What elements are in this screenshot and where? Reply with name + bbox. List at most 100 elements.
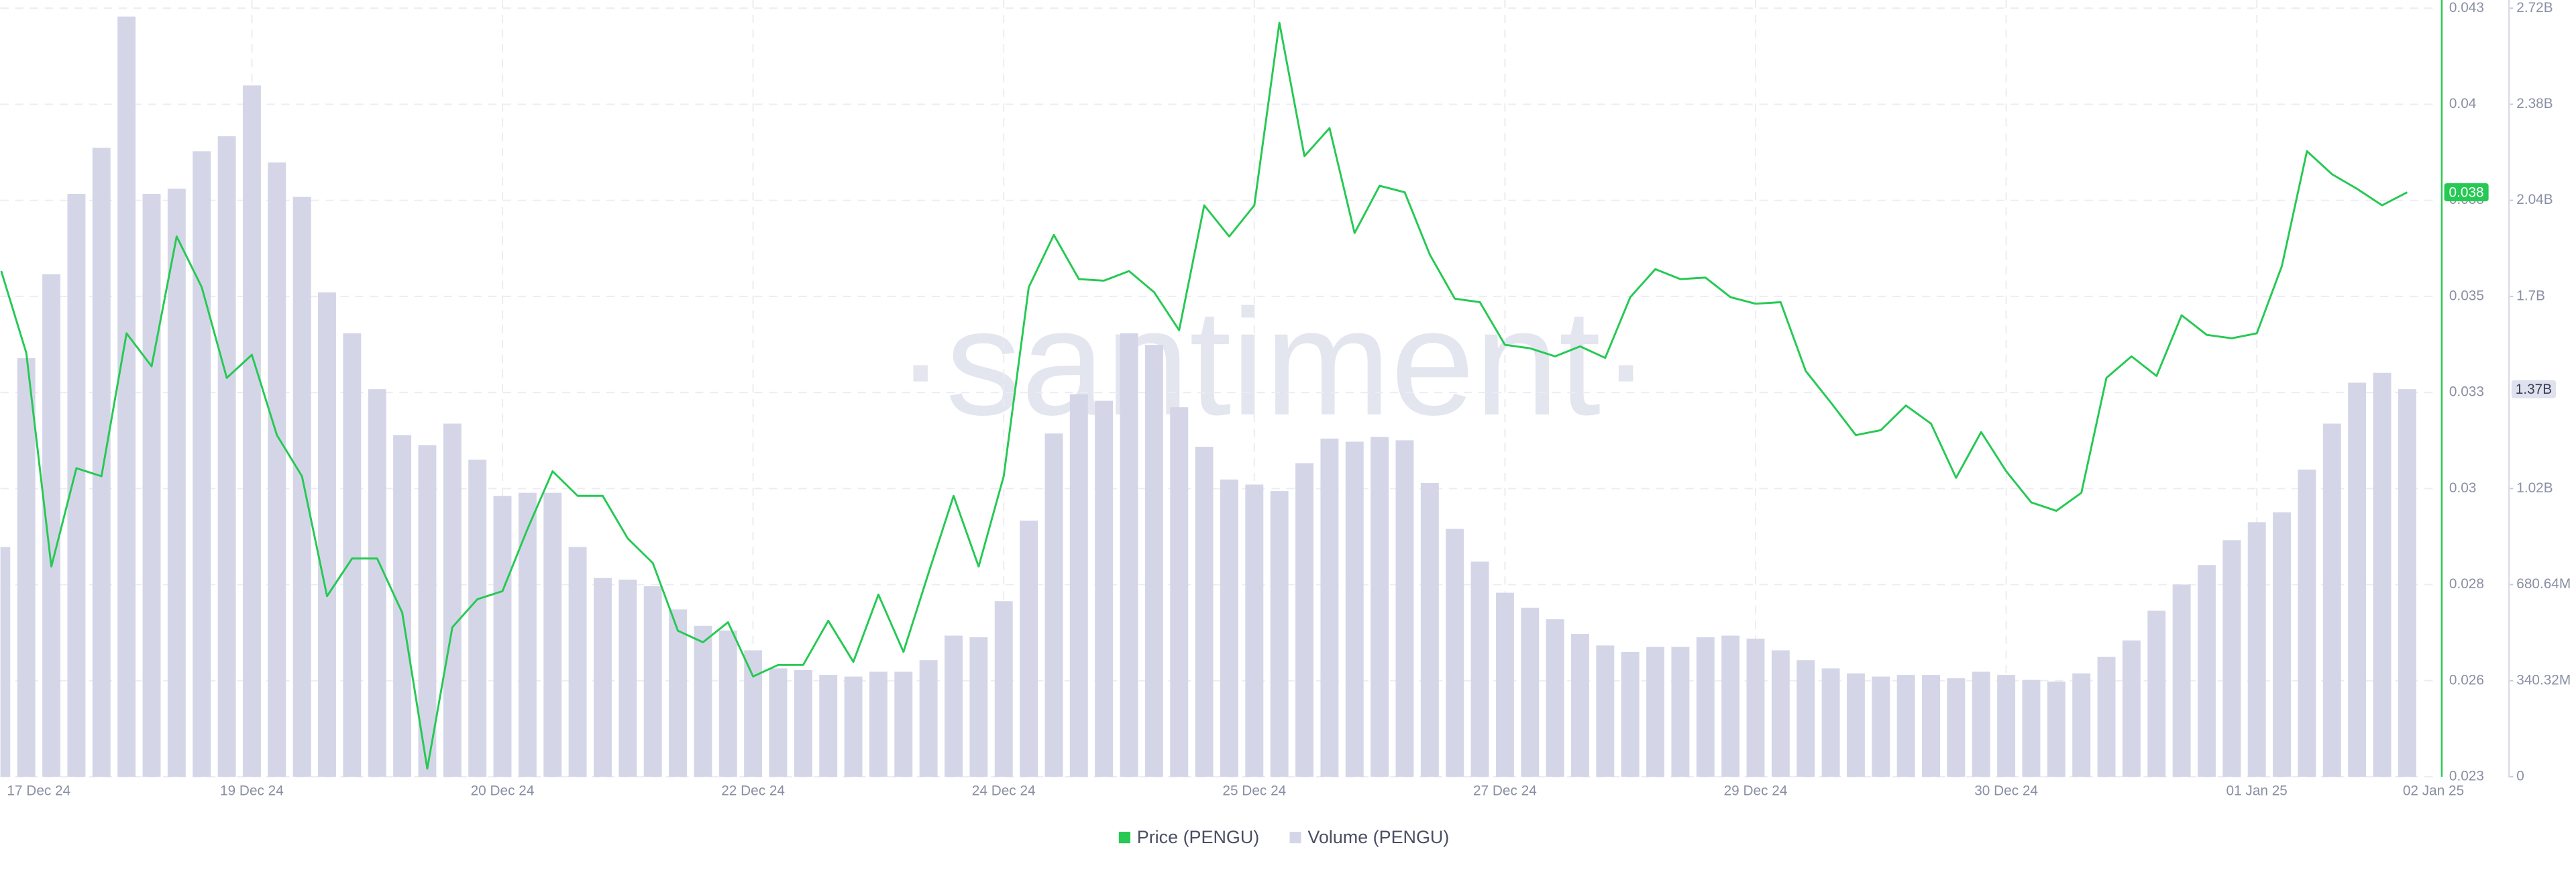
volume-bar — [1144, 345, 1163, 777]
volume-bar — [518, 492, 537, 777]
volume-bar — [1220, 479, 1238, 777]
x-tick-label: 30 Dec 24 — [1974, 783, 2038, 799]
y-tick-label: 0.03 — [2449, 480, 2476, 496]
x-tick-label: 22 Dec 24 — [721, 783, 785, 799]
volume-bar — [1095, 400, 1114, 777]
volume-bar — [2322, 423, 2341, 777]
volume-bar — [167, 188, 186, 777]
watermark: ·santiment· — [896, 278, 1651, 447]
volume-bar — [393, 435, 412, 777]
y2-tick-label: 340.32M — [2516, 672, 2571, 688]
legend-label[interactable]: Price (PENGU) — [1137, 827, 1260, 847]
volume-bar — [769, 668, 788, 777]
volume-bar — [593, 578, 612, 777]
volume-bar — [945, 635, 963, 777]
volume-bar — [0, 547, 11, 777]
volume-bar — [1671, 647, 1690, 777]
volume-bar — [2122, 640, 2141, 777]
volume-bar — [969, 637, 988, 777]
y2-tick-label: 2.04B — [2516, 192, 2553, 207]
volume-bar — [193, 151, 211, 777]
volume-bar — [2097, 657, 2116, 777]
volume-bar — [1069, 394, 1088, 777]
volume-bar — [1896, 675, 1915, 777]
volume-bar — [1195, 447, 1214, 777]
volume-bar — [1395, 440, 1414, 777]
volume-bar — [17, 358, 36, 777]
x-tick-label: 20 Dec 24 — [471, 783, 535, 799]
volume-bar — [2348, 382, 2367, 777]
volume-bar — [1470, 561, 1489, 777]
volume-bar — [2072, 673, 2091, 777]
volume-bar — [292, 197, 311, 777]
y2-tick-label: 0 — [2516, 769, 2524, 784]
volume-bar — [2298, 470, 2316, 777]
y-tick-label: 0.043 — [2449, 0, 2484, 15]
volume-bar — [844, 676, 863, 777]
x-tick-label: 27 Dec 24 — [1473, 783, 1537, 799]
volume-bar — [1270, 491, 1289, 777]
volume-bar — [117, 16, 136, 777]
volume-bar — [1972, 671, 1990, 777]
legend-swatch[interactable] — [1289, 832, 1301, 844]
volume-bar — [142, 193, 161, 777]
volume-bar — [2198, 565, 2216, 777]
y-tick-label: 0.026 — [2449, 672, 2484, 688]
volume-bar — [643, 586, 662, 777]
volume-bar — [1621, 651, 1640, 777]
volume-bar — [1020, 521, 1038, 777]
volume-bar — [217, 136, 236, 777]
volume-bar — [2222, 540, 2241, 777]
x-tick-label: 19 Dec 24 — [220, 783, 284, 799]
volume-bar — [493, 496, 512, 777]
legend-label[interactable]: Volume (PENGU) — [1307, 827, 1449, 847]
volume-bar — [894, 671, 913, 777]
x-tick-label: 24 Dec 24 — [972, 783, 1036, 799]
x-tick-label: 25 Dec 24 — [1222, 783, 1286, 799]
volume-bar — [2047, 682, 2065, 777]
value-badge — [2444, 183, 2489, 202]
volume-bar — [2172, 584, 2191, 777]
volume-bar — [1245, 484, 1264, 777]
volume-bar — [42, 274, 61, 777]
value-label: 1.37B — [2516, 382, 2552, 397]
volume-bar — [1320, 438, 1339, 777]
x-tick-label: 17 Dec 24 — [7, 783, 70, 799]
volume-bar — [543, 492, 562, 777]
volume-bar — [669, 609, 688, 777]
volume-bar — [1546, 619, 1564, 777]
y2-tick-label: 680.64M — [2516, 576, 2571, 592]
volume-bar — [1721, 635, 1740, 777]
volume-bar — [1044, 433, 1063, 777]
volume-bar — [1846, 673, 1865, 777]
x-tick-label: 29 Dec 24 — [1724, 783, 1788, 799]
volume-bar — [1771, 650, 1790, 777]
volume-bar — [919, 660, 938, 777]
price-line — [0, 21, 2408, 770]
volume-bar — [2273, 512, 2292, 777]
volume-bar — [1796, 660, 1815, 777]
y2-tick-label: 2.72B — [2516, 0, 2553, 15]
value-label: 0.038 — [2449, 184, 2484, 200]
volume-bar — [2147, 610, 2166, 777]
volume-bar — [1446, 529, 1464, 777]
y-tick-label: 0.033 — [2449, 384, 2484, 400]
y2-tick-label: 1.02B — [2516, 480, 2553, 496]
volume-bar — [67, 193, 86, 777]
volume-bar — [1997, 675, 2016, 777]
y-tick-label: 0.028 — [2449, 576, 2484, 592]
volume-bar — [1345, 441, 1364, 777]
volume-bar — [2247, 522, 2266, 777]
volume-bar — [619, 580, 637, 777]
volume-bar — [1696, 637, 1715, 777]
y-tick-label: 0.023 — [2449, 769, 2484, 784]
y2-tick-label: 2.38B — [2516, 96, 2553, 111]
volume-bar — [2373, 372, 2392, 777]
volume-bar — [819, 675, 838, 777]
legend-swatch[interactable] — [1118, 832, 1130, 844]
y2-tick-label: 1.7B — [2516, 288, 2545, 303]
volume-bar — [1571, 634, 1589, 777]
volume-bar — [368, 389, 386, 777]
